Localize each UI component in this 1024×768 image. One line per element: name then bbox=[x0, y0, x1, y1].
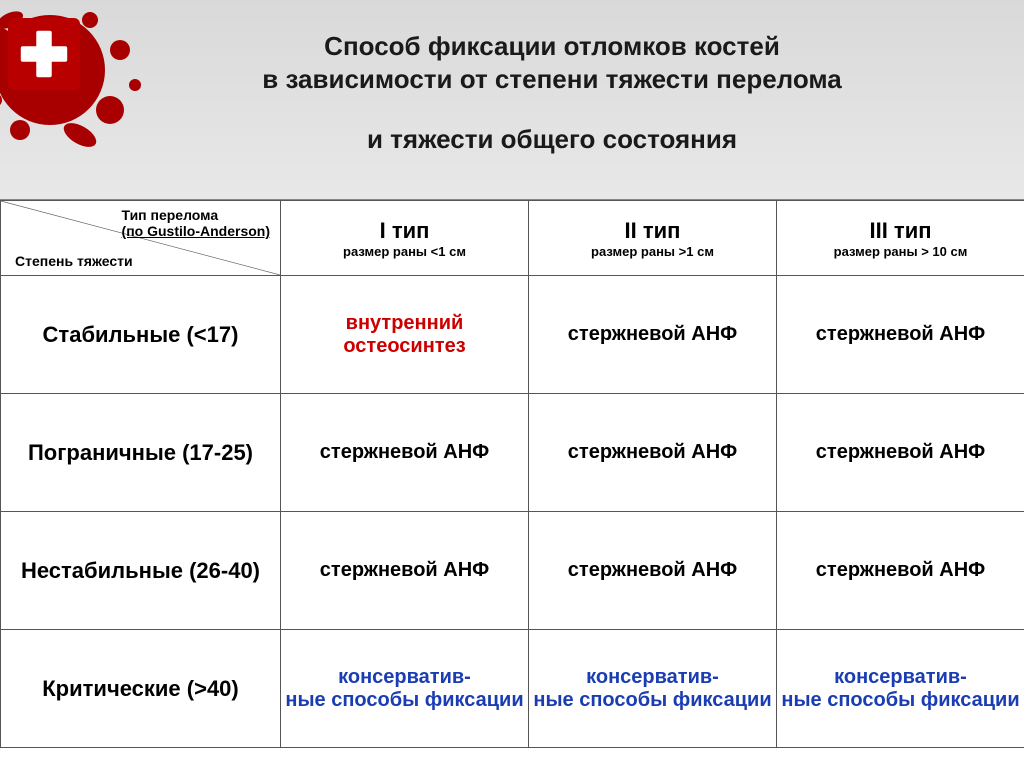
page-title: Способ фиксации отломков костей в зависи… bbox=[100, 30, 1004, 156]
table-cell: консерватив-ные способы фиксации bbox=[777, 630, 1024, 748]
cell-text: стержневой АНФ bbox=[533, 441, 772, 464]
cell-text: стержневой АНФ bbox=[533, 559, 772, 582]
fixation-table: Тип перелома (по Gustilo-Anderson) Степе… bbox=[0, 200, 1024, 748]
row-axis-label: Степень тяжести bbox=[15, 253, 133, 269]
cell-text: стержневой АНФ bbox=[533, 323, 772, 346]
col-header-type-1: I тип размер раны <1 см bbox=[281, 201, 529, 276]
table-cell: стержневой АНФ bbox=[529, 276, 777, 394]
medical-cross-icon bbox=[8, 18, 80, 90]
table-cell: стержневой АНФ bbox=[777, 394, 1024, 512]
cell-text: консерватив-ные способы фиксации bbox=[285, 666, 524, 712]
col-header-type-3: III тип размер раны > 10 см bbox=[777, 201, 1024, 276]
col-axis-label-2: (по Gustilo-Anderson) bbox=[122, 223, 270, 239]
row-label: Нестабильные (26-40) bbox=[1, 512, 281, 630]
table-cell: внутренний остеосинтез bbox=[281, 276, 529, 394]
table-cell: стержневой АНФ bbox=[529, 394, 777, 512]
row-label: Стабильные (<17) bbox=[1, 276, 281, 394]
table-cell: стержневой АНФ bbox=[281, 512, 529, 630]
table-row: Пограничные (17-25)стержневой АНФстержне… bbox=[1, 394, 1024, 512]
table-row: Стабильные (<17)внутренний остеосинтез ст… bbox=[1, 276, 1024, 394]
cell-text: консерватив-ные способы фиксации bbox=[781, 666, 1020, 712]
table-row: Критические (>40)консерватив-ные способы… bbox=[1, 630, 1024, 748]
cell-text: внутренний остеосинтез bbox=[285, 312, 524, 358]
title-line-3: и тяжести общего состояния bbox=[100, 123, 1004, 156]
col-axis-label-1: Тип перелома bbox=[122, 207, 219, 223]
table-cell: консерватив-ные способы фиксации bbox=[281, 630, 529, 748]
cell-text: консерватив-ные способы фиксации bbox=[533, 666, 772, 712]
col-header-type-2: II тип размер раны >1 см bbox=[529, 201, 777, 276]
table-cell: консерватив-ные способы фиксации bbox=[529, 630, 777, 748]
title-line-1: Способ фиксации отломков костей bbox=[100, 30, 1004, 63]
cell-text: стержневой АНФ bbox=[781, 559, 1020, 582]
cell-text: стержневой АНФ bbox=[781, 441, 1020, 464]
header-band: Способ фиксации отломков костей в зависи… bbox=[0, 0, 1024, 200]
table-cell: стержневой АНФ bbox=[777, 276, 1024, 394]
row-label: Критические (>40) bbox=[1, 630, 281, 748]
title-line-2: в зависимости от степени тяжести перелом… bbox=[100, 63, 1004, 96]
diagonal-header: Тип перелома (по Gustilo-Anderson) Степе… bbox=[1, 201, 281, 276]
cell-text: стержневой АНФ bbox=[285, 441, 524, 464]
cell-text: стержневой АНФ bbox=[285, 559, 524, 582]
cell-text: стержневой АНФ bbox=[781, 323, 1020, 346]
table-cell: стержневой АНФ bbox=[281, 394, 529, 512]
table-row: Нестабильные (26-40)стержневой АНФстержн… bbox=[1, 512, 1024, 630]
table-cell: стержневой АНФ bbox=[529, 512, 777, 630]
table-cell: стержневой АНФ bbox=[777, 512, 1024, 630]
row-label: Пограничные (17-25) bbox=[1, 394, 281, 512]
